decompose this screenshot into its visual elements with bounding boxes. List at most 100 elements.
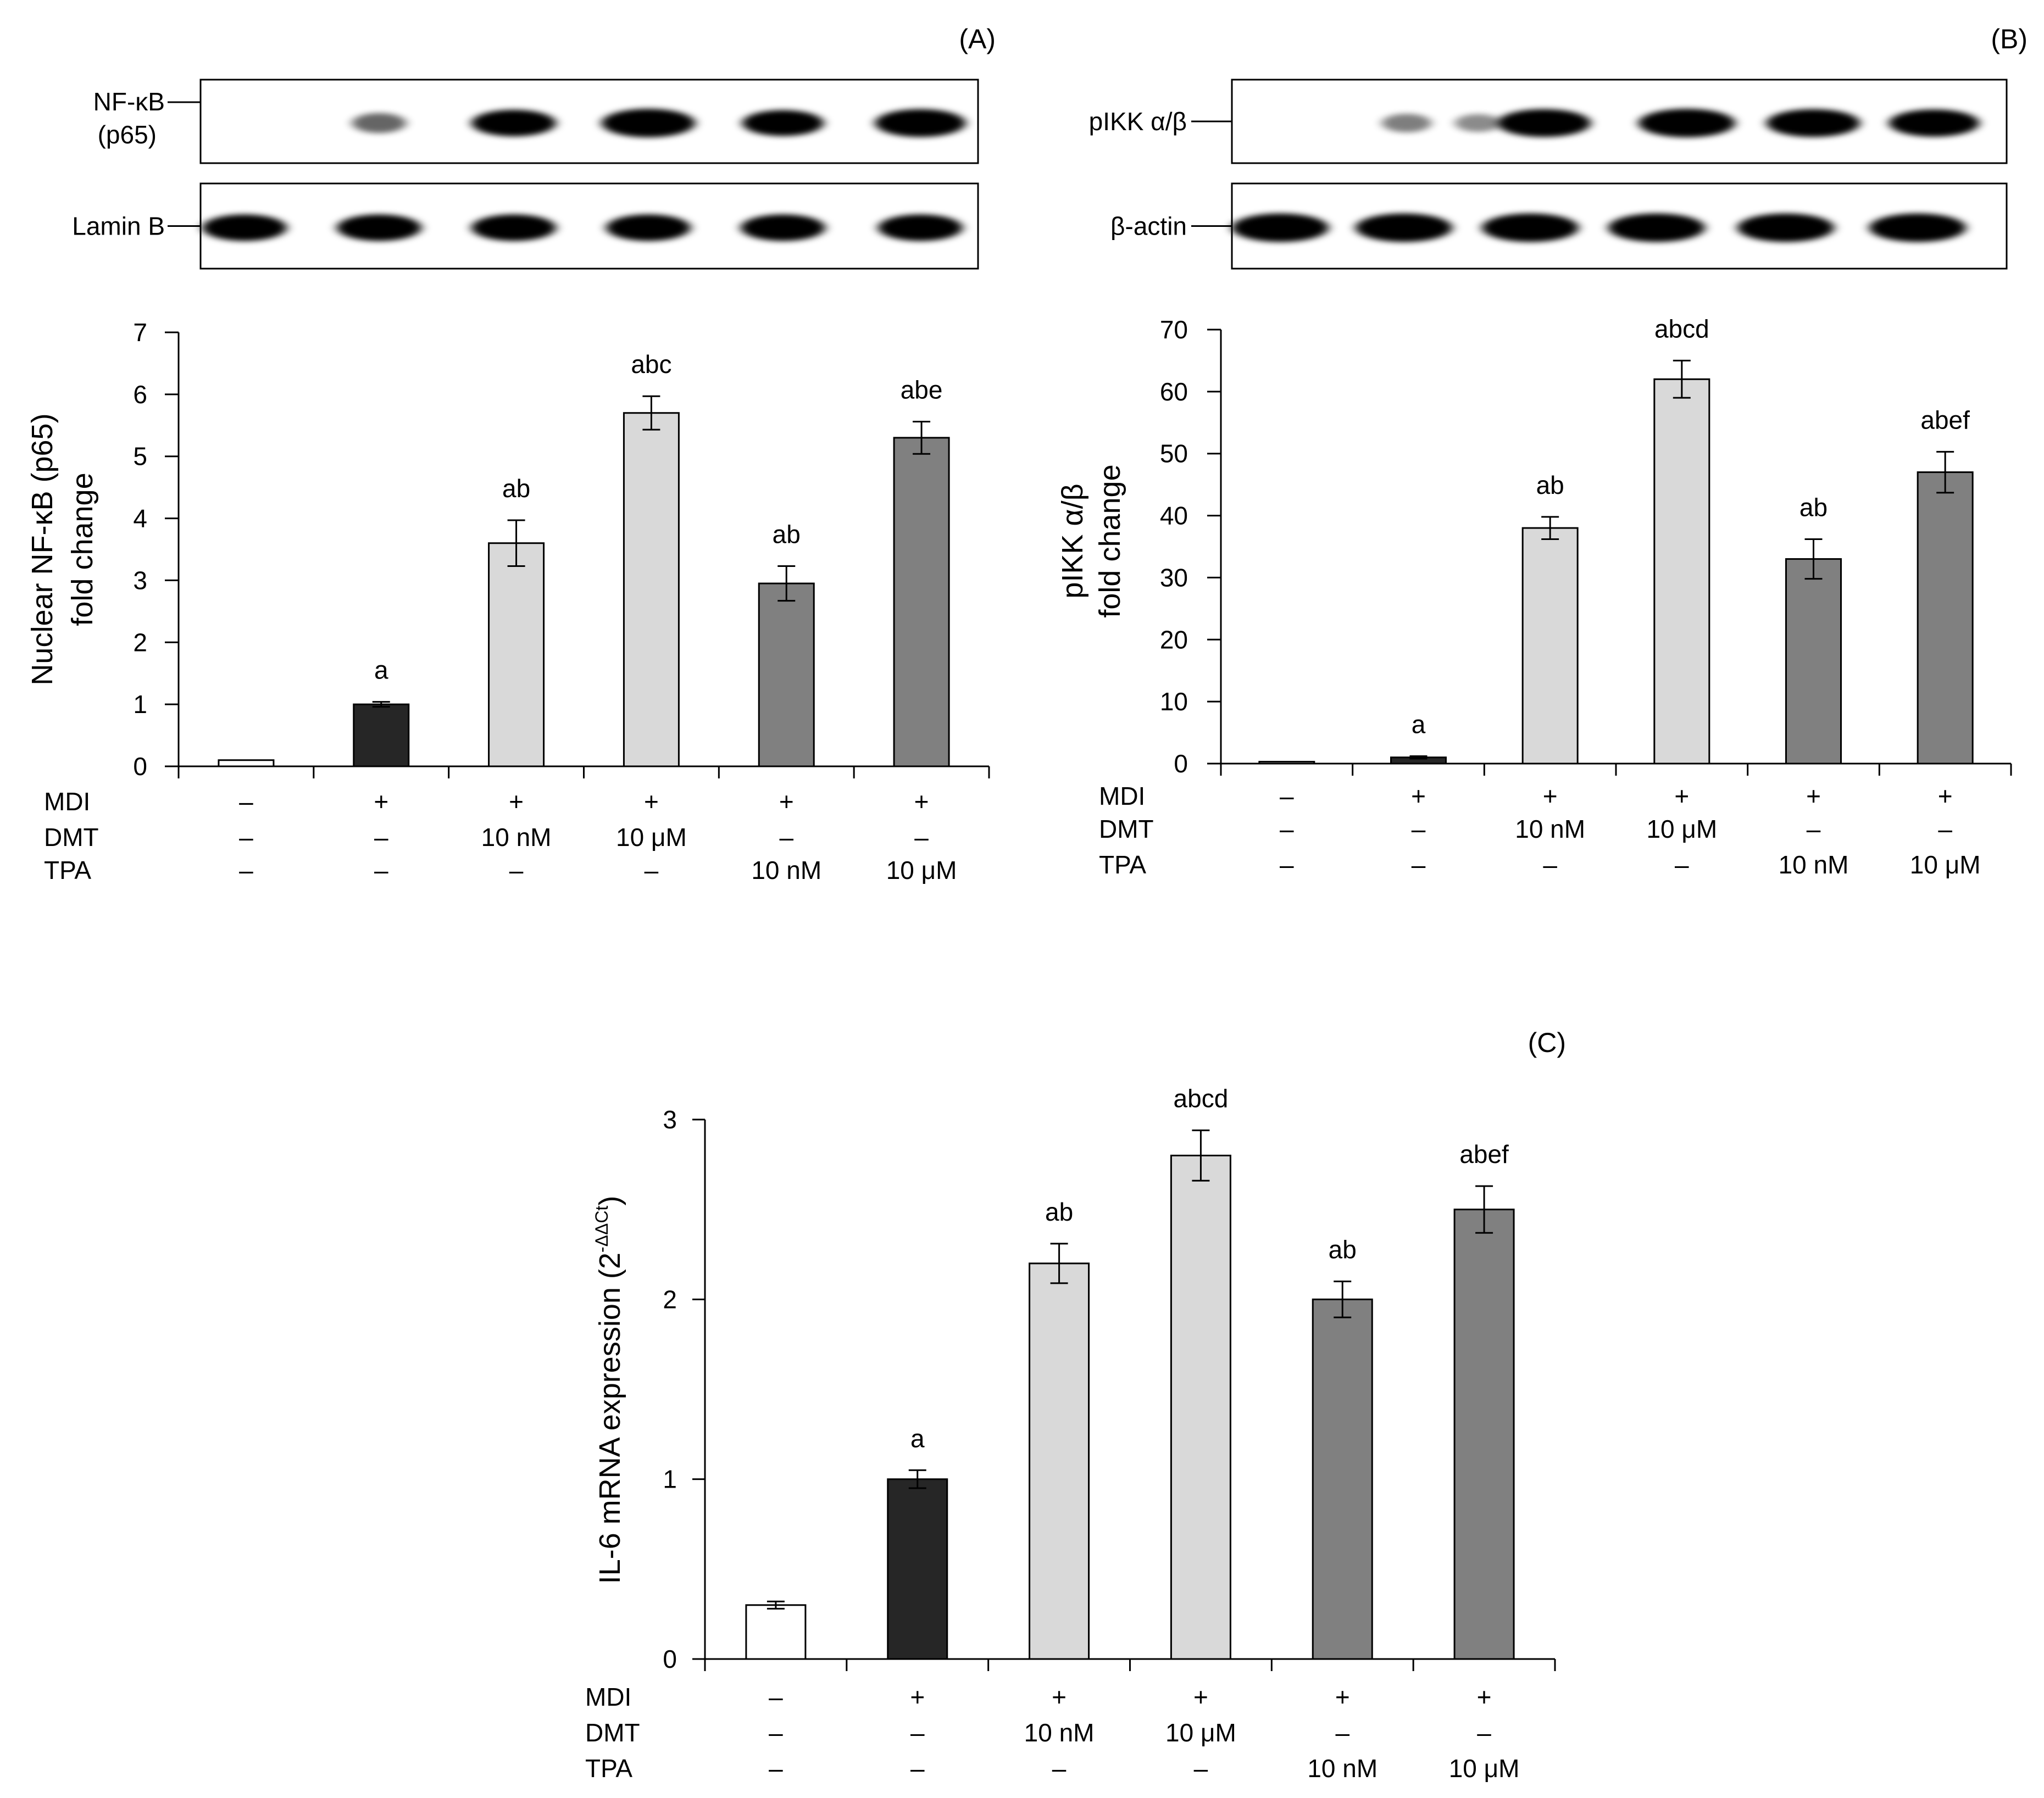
chart-a-treatment-row-name: MDI bbox=[44, 787, 90, 816]
chart-a-treatment-cell: 10 nM bbox=[751, 856, 821, 884]
chart-b-treatment-cell: – bbox=[1280, 782, 1294, 810]
chart-c-treatment-row-name: MDI bbox=[585, 1683, 631, 1711]
chart-a-significance-label: abe bbox=[901, 376, 943, 404]
chart-b-y-label: pIKK α/β bbox=[1056, 483, 1089, 598]
chart-c-treatment-cell: – bbox=[1194, 1754, 1208, 1783]
chart-a-treatment-cell: + bbox=[509, 787, 524, 816]
chart-a-bar bbox=[623, 412, 680, 767]
blot-a-row-1-label: Lamin B bbox=[72, 212, 165, 241]
chart-a-bar bbox=[488, 542, 545, 767]
chart-b-y-tick-label: 70 bbox=[1160, 315, 1188, 344]
chart-a-bar bbox=[893, 437, 950, 767]
chart-b-y-tick-label: 60 bbox=[1160, 377, 1188, 406]
chart-a-y-tick-label: 2 bbox=[133, 628, 147, 656]
chart-b-significance-label: abef bbox=[1920, 405, 1970, 434]
chart-c-treatment-cell: + bbox=[1052, 1683, 1067, 1711]
blot-b-row-0-band bbox=[1454, 114, 1502, 132]
blot-b-row-1-band bbox=[1232, 213, 1329, 242]
chart-c-treatment-cell: – bbox=[910, 1754, 925, 1783]
chart-b-y-tick-label: 30 bbox=[1160, 563, 1188, 592]
chart-c-y-tick-label: 1 bbox=[663, 1465, 677, 1494]
blot-b-row-1-band bbox=[1737, 213, 1834, 242]
chart-a-treatment-cell: – bbox=[374, 823, 388, 851]
chart-b-treatment-cell: 10 μM bbox=[1910, 850, 1981, 879]
chart-b-treatment-cell: + bbox=[1543, 782, 1558, 810]
chart-c-bar bbox=[745, 1604, 807, 1660]
chart-c-significance-label: a bbox=[910, 1424, 925, 1452]
blot-a-row-0-frame bbox=[199, 79, 979, 164]
chart-a-treatment-cell: – bbox=[645, 856, 659, 884]
chart-a-significance-label: ab bbox=[773, 520, 801, 548]
chart-b-significance-label: ab bbox=[1799, 493, 1828, 521]
chart-a-treatment-row-name: TPA bbox=[44, 856, 91, 884]
chart-c-treatment-cell: + bbox=[1477, 1683, 1492, 1711]
blot-a-row-1-band bbox=[471, 214, 556, 241]
chart-c-treatment-cell: 10 nM bbox=[1307, 1754, 1378, 1783]
chart-c-treatment-cell: 10 μM bbox=[1165, 1718, 1236, 1747]
chart-c-treatment-cell: – bbox=[1335, 1718, 1349, 1747]
chart-a-y-tick-label: 3 bbox=[133, 566, 147, 594]
chart-c-bar bbox=[1029, 1262, 1090, 1660]
blot-a-row-0-band bbox=[875, 109, 966, 137]
chart-c-treatment-cell: + bbox=[1193, 1683, 1208, 1711]
chart-a-treatment-cell: + bbox=[374, 787, 388, 816]
chart-b-y-tick-label: 20 bbox=[1160, 625, 1188, 654]
blot-b-row-0-band bbox=[1381, 114, 1432, 132]
chart-c-y-label-close: ) bbox=[593, 1196, 626, 1206]
chart-c-bar bbox=[1453, 1209, 1515, 1660]
chart-c-treatment-cell: – bbox=[769, 1754, 783, 1783]
blot-a-row-0-band bbox=[742, 110, 824, 136]
chart-c-y-tick-label: 0 bbox=[663, 1645, 677, 1673]
chart-b-treatment-cell: – bbox=[1807, 815, 1821, 843]
chart-c-significance-label: abcd bbox=[1174, 1084, 1229, 1113]
chart-a-y-tick-label: 4 bbox=[133, 504, 147, 533]
panel-c-label: (C) bbox=[1528, 1027, 1566, 1058]
blot-a-row-1-band bbox=[878, 214, 963, 241]
chart-b-significance-label: ab bbox=[1536, 471, 1564, 499]
chart-b-treatment-cell: – bbox=[1543, 850, 1557, 879]
chart-b-treatment-cell: – bbox=[1412, 850, 1426, 879]
blot-b-row-0-band bbox=[1497, 109, 1591, 137]
chart-b-treatment-cell: 10 nM bbox=[1779, 850, 1849, 879]
chart-c-bar bbox=[887, 1478, 948, 1660]
chart-a-significance-label: a bbox=[374, 656, 388, 684]
blot-b-row-1-band bbox=[1356, 213, 1452, 242]
panel-c: (C) 0 1 2 3 IL-6 mRNA expression (2-ΔΔCt) a ab a… bbox=[585, 1027, 1566, 1783]
chart-a-significance-label: ab bbox=[502, 474, 530, 503]
chart-a-y-label: Nuclear NF-κB (p65) bbox=[26, 413, 59, 685]
chart-c-treatment-cell: + bbox=[910, 1683, 925, 1711]
chart-b-treatment-cell: – bbox=[1280, 850, 1294, 879]
chart-a-treatment-cell: 10 μM bbox=[616, 823, 687, 851]
blot-a-row-0-band bbox=[352, 113, 407, 133]
panel-b-label: (B) bbox=[1991, 24, 2028, 54]
panel-a: NF-κB (p65) Lamin B (A) 0 1 2 3 4 5 6 7 Nuclear NF-κ… bbox=[26, 24, 996, 884]
chart-a-y-tick-label: 5 bbox=[133, 442, 147, 471]
blot-a-row-0-band bbox=[601, 109, 696, 137]
chart-b-treatment-cell: – bbox=[1280, 815, 1294, 843]
chart-c-treatment-cell: 10 μM bbox=[1449, 1754, 1520, 1783]
chart-b-bar bbox=[1521, 527, 1579, 765]
blot-b-row-1-label: β-actin bbox=[1110, 212, 1187, 241]
chart-a-treatment-cell: – bbox=[509, 856, 524, 884]
panel-b: pIKK α/β β-actin (B) 0 10 20 30 40 50 60 70 pIKK α/… bbox=[1056, 24, 2028, 879]
blot-b-row-0-frame bbox=[1231, 79, 2008, 164]
chart-b-treatment-cell: – bbox=[1412, 815, 1426, 843]
chart-a-treatment-cell: – bbox=[239, 823, 253, 851]
chart-c-treatment-cell: – bbox=[769, 1683, 783, 1711]
chart-a-y-tick-label: 6 bbox=[133, 380, 147, 409]
panel-a-label: (A) bbox=[959, 24, 996, 54]
blot-a-row-0-label: (p65) bbox=[98, 120, 157, 149]
chart-c-y-label-superscript: -ΔΔCt bbox=[592, 1206, 612, 1253]
blot-b-row-1-band bbox=[1869, 213, 1966, 242]
chart-a-treatment-cell: 10 μM bbox=[886, 856, 957, 884]
chart-b-significance-label: a bbox=[1412, 710, 1426, 738]
chart-c-significance-label: ab bbox=[1045, 1198, 1073, 1226]
blot-b-row-0-band bbox=[1638, 109, 1735, 137]
chart-b-treatment-cell: – bbox=[1938, 815, 1952, 843]
chart-a-bar bbox=[218, 759, 275, 767]
chart-a-treatment-cell: – bbox=[374, 856, 388, 884]
chart-b-treatment-cell: – bbox=[1675, 850, 1689, 879]
chart-a-treatment-cell: – bbox=[239, 787, 253, 816]
blot-a-row-1-band bbox=[606, 214, 691, 241]
chart-b-significance-label: abcd bbox=[1654, 314, 1709, 343]
